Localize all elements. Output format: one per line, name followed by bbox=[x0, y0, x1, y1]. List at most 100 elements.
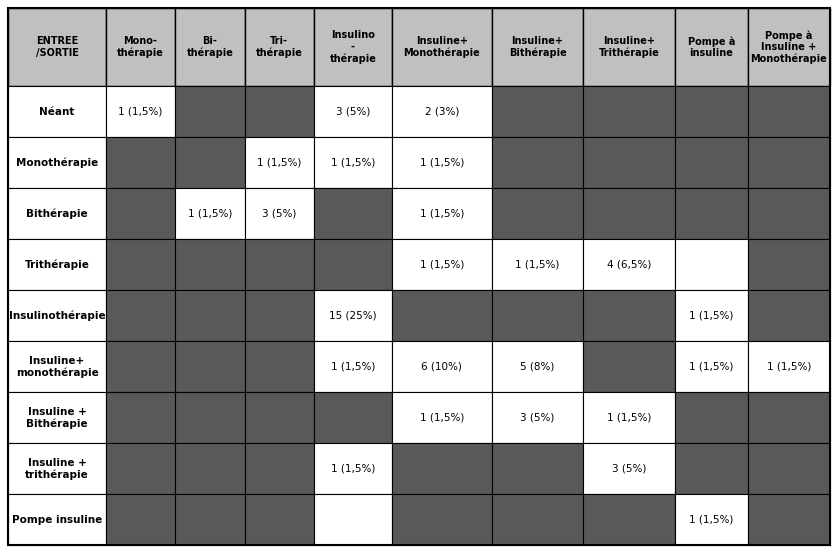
Bar bbox=[175, 443, 245, 494]
Text: Insuline +
trithérapie: Insuline + trithérapie bbox=[25, 458, 89, 480]
Bar bbox=[245, 290, 314, 341]
Bar bbox=[8, 8, 106, 86]
Bar bbox=[314, 341, 392, 392]
Bar bbox=[245, 341, 314, 392]
Text: 1 (1,5%): 1 (1,5%) bbox=[690, 362, 734, 372]
Text: 1 (1,5%): 1 (1,5%) bbox=[420, 209, 464, 219]
Text: Pompe à
Insuline +
Monothérapie: Pompe à Insuline + Monothérapie bbox=[751, 30, 827, 64]
Bar bbox=[492, 341, 583, 392]
Bar bbox=[392, 188, 492, 239]
Bar bbox=[675, 86, 748, 137]
Bar bbox=[245, 443, 314, 494]
Text: Monothérapie: Monothérapie bbox=[16, 157, 98, 168]
Text: Mono-
thérapie: Mono- thérapie bbox=[117, 36, 164, 58]
Bar bbox=[748, 239, 830, 290]
Bar bbox=[106, 137, 175, 188]
Bar bbox=[314, 494, 392, 545]
Bar bbox=[314, 443, 392, 494]
Text: Tri-
thérapie: Tri- thérapie bbox=[256, 36, 303, 58]
Text: 1 (1,5%): 1 (1,5%) bbox=[420, 260, 464, 270]
Text: 3 (5%): 3 (5%) bbox=[262, 209, 297, 219]
Text: Insuline+
Monothérapie: Insuline+ Monothérapie bbox=[403, 36, 480, 58]
Text: 1 (1,5%): 1 (1,5%) bbox=[331, 362, 375, 372]
Bar bbox=[175, 392, 245, 443]
Text: 2 (3%): 2 (3%) bbox=[425, 107, 459, 117]
Bar bbox=[583, 8, 675, 86]
Bar bbox=[106, 392, 175, 443]
Bar bbox=[748, 290, 830, 341]
Text: 15 (25%): 15 (25%) bbox=[329, 311, 377, 321]
Bar bbox=[392, 137, 492, 188]
Bar bbox=[675, 8, 748, 86]
Bar bbox=[748, 341, 830, 392]
Bar bbox=[245, 239, 314, 290]
Bar bbox=[675, 494, 748, 545]
Bar bbox=[492, 290, 583, 341]
Bar bbox=[675, 290, 748, 341]
Bar bbox=[392, 494, 492, 545]
Text: 1 (1,5%): 1 (1,5%) bbox=[257, 158, 302, 168]
Bar bbox=[245, 188, 314, 239]
Bar bbox=[748, 86, 830, 137]
Bar bbox=[175, 290, 245, 341]
Bar bbox=[175, 137, 245, 188]
Bar bbox=[583, 443, 675, 494]
Bar bbox=[245, 86, 314, 137]
Bar bbox=[392, 86, 492, 137]
Bar bbox=[175, 239, 245, 290]
Bar bbox=[583, 341, 675, 392]
Bar bbox=[106, 239, 175, 290]
Bar bbox=[492, 443, 583, 494]
Text: Insuline+
Trithérapie: Insuline+ Trithérapie bbox=[598, 36, 660, 58]
Bar bbox=[392, 239, 492, 290]
Text: Bithérapie: Bithérapie bbox=[26, 208, 88, 219]
Text: 1 (1,5%): 1 (1,5%) bbox=[331, 158, 375, 168]
Bar bbox=[675, 392, 748, 443]
Bar bbox=[175, 188, 245, 239]
Text: 1 (1,5%): 1 (1,5%) bbox=[420, 413, 464, 423]
Bar bbox=[245, 137, 314, 188]
Bar bbox=[583, 188, 675, 239]
Bar bbox=[106, 341, 175, 392]
Text: Bi-
thérapie: Bi- thérapie bbox=[186, 36, 233, 58]
Bar bbox=[106, 290, 175, 341]
Text: 1 (1,5%): 1 (1,5%) bbox=[690, 311, 734, 321]
Bar bbox=[8, 137, 106, 188]
Text: Néant: Néant bbox=[39, 107, 75, 117]
Bar bbox=[245, 494, 314, 545]
Text: 6 (10%): 6 (10%) bbox=[422, 362, 463, 372]
Bar bbox=[583, 290, 675, 341]
Text: 3 (5%): 3 (5%) bbox=[336, 107, 370, 117]
Text: Pompe à
insuline: Pompe à insuline bbox=[688, 36, 735, 58]
Text: 3 (5%): 3 (5%) bbox=[612, 464, 646, 473]
Bar bbox=[492, 8, 583, 86]
Text: 1 (1,5%): 1 (1,5%) bbox=[690, 515, 734, 525]
Bar bbox=[8, 290, 106, 341]
Bar bbox=[392, 341, 492, 392]
Bar bbox=[675, 137, 748, 188]
Bar bbox=[583, 86, 675, 137]
Text: 3 (5%): 3 (5%) bbox=[520, 413, 555, 423]
Text: 1 (1,5%): 1 (1,5%) bbox=[607, 413, 651, 423]
Bar bbox=[314, 137, 392, 188]
Bar bbox=[492, 494, 583, 545]
Text: 5 (8%): 5 (8%) bbox=[520, 362, 555, 372]
Bar bbox=[748, 392, 830, 443]
Bar bbox=[106, 494, 175, 545]
Bar bbox=[8, 341, 106, 392]
Bar bbox=[106, 443, 175, 494]
Bar bbox=[8, 188, 106, 239]
Bar bbox=[675, 341, 748, 392]
Bar bbox=[245, 8, 314, 86]
Bar bbox=[392, 290, 492, 341]
Bar bbox=[583, 239, 675, 290]
Bar bbox=[8, 494, 106, 545]
Text: 1 (1,5%): 1 (1,5%) bbox=[188, 209, 232, 219]
Bar bbox=[106, 8, 175, 86]
Bar bbox=[175, 494, 245, 545]
Bar bbox=[8, 392, 106, 443]
Bar bbox=[106, 188, 175, 239]
Text: ENTREE
/SORTIE: ENTREE /SORTIE bbox=[36, 36, 79, 58]
Text: Trithérapie: Trithérapie bbox=[24, 259, 90, 270]
Bar bbox=[314, 239, 392, 290]
